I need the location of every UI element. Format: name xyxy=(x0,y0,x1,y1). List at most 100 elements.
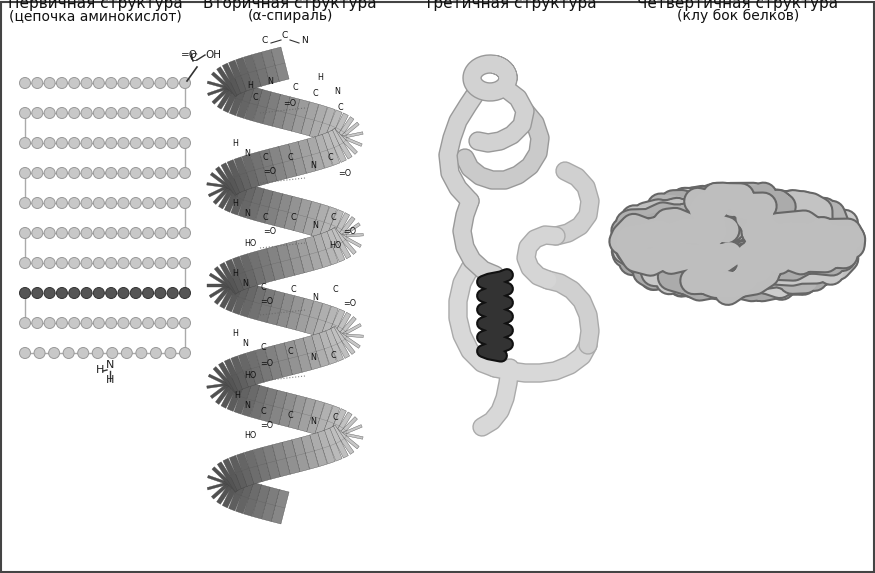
Text: HO: HO xyxy=(244,430,256,439)
Polygon shape xyxy=(210,376,238,399)
Polygon shape xyxy=(219,178,240,209)
Polygon shape xyxy=(248,251,266,285)
Text: =O: =O xyxy=(284,99,297,108)
Polygon shape xyxy=(222,476,242,508)
Polygon shape xyxy=(269,390,287,425)
Circle shape xyxy=(118,198,129,209)
Circle shape xyxy=(106,138,116,148)
Polygon shape xyxy=(212,72,238,96)
Polygon shape xyxy=(276,293,295,328)
Polygon shape xyxy=(332,417,358,443)
Circle shape xyxy=(143,167,154,179)
Polygon shape xyxy=(298,398,316,432)
Circle shape xyxy=(143,77,154,88)
Polygon shape xyxy=(214,266,238,295)
Circle shape xyxy=(167,317,178,328)
Text: Вторичная структура: Вторичная структура xyxy=(203,0,377,11)
Text: C: C xyxy=(260,406,266,415)
Polygon shape xyxy=(209,278,239,298)
Polygon shape xyxy=(257,249,276,283)
Polygon shape xyxy=(231,356,249,389)
Polygon shape xyxy=(262,49,279,84)
Polygon shape xyxy=(317,107,335,141)
Circle shape xyxy=(118,77,129,88)
Polygon shape xyxy=(217,79,239,109)
Circle shape xyxy=(155,167,166,179)
Circle shape xyxy=(118,288,129,299)
Circle shape xyxy=(179,288,191,299)
Text: C: C xyxy=(330,351,336,359)
Circle shape xyxy=(179,227,191,238)
Polygon shape xyxy=(327,409,346,441)
Circle shape xyxy=(143,198,154,209)
Text: H: H xyxy=(96,365,104,375)
Circle shape xyxy=(118,257,129,269)
Polygon shape xyxy=(329,213,350,244)
Polygon shape xyxy=(250,385,268,419)
Circle shape xyxy=(44,77,55,88)
Circle shape xyxy=(19,77,31,88)
Text: C: C xyxy=(260,284,266,292)
Polygon shape xyxy=(286,241,304,276)
Polygon shape xyxy=(271,47,289,81)
Polygon shape xyxy=(238,353,256,387)
Polygon shape xyxy=(221,163,241,194)
Text: N: N xyxy=(242,339,248,347)
Circle shape xyxy=(179,167,191,179)
Circle shape xyxy=(69,108,80,119)
Text: C: C xyxy=(290,285,296,295)
Polygon shape xyxy=(332,223,360,244)
Text: N: N xyxy=(106,360,114,370)
Polygon shape xyxy=(223,80,242,113)
Polygon shape xyxy=(289,142,306,176)
Polygon shape xyxy=(217,66,239,96)
Text: C: C xyxy=(262,36,268,45)
Polygon shape xyxy=(331,128,352,159)
Polygon shape xyxy=(272,442,290,477)
Circle shape xyxy=(56,108,67,119)
Polygon shape xyxy=(254,89,271,124)
Circle shape xyxy=(19,288,31,299)
Circle shape xyxy=(130,227,141,238)
Circle shape xyxy=(155,227,166,238)
Circle shape xyxy=(150,347,161,359)
Polygon shape xyxy=(234,380,252,414)
Circle shape xyxy=(118,317,129,328)
Polygon shape xyxy=(332,217,355,245)
Polygon shape xyxy=(330,233,363,238)
Polygon shape xyxy=(214,367,238,393)
Polygon shape xyxy=(301,102,318,136)
Polygon shape xyxy=(313,234,331,268)
Text: N: N xyxy=(242,278,248,288)
Text: C: C xyxy=(327,154,332,163)
Polygon shape xyxy=(331,229,361,248)
Polygon shape xyxy=(272,95,290,129)
Polygon shape xyxy=(284,196,302,230)
Polygon shape xyxy=(298,139,316,174)
Circle shape xyxy=(44,288,55,299)
Circle shape xyxy=(136,347,147,359)
Polygon shape xyxy=(269,147,287,181)
Circle shape xyxy=(56,77,67,88)
Circle shape xyxy=(94,257,104,269)
Circle shape xyxy=(49,347,60,359)
Circle shape xyxy=(118,167,129,179)
Polygon shape xyxy=(247,351,264,384)
Polygon shape xyxy=(217,474,239,504)
Polygon shape xyxy=(326,309,345,342)
Text: HO: HO xyxy=(329,241,341,249)
Polygon shape xyxy=(325,329,344,362)
Polygon shape xyxy=(217,462,239,492)
Text: N: N xyxy=(334,87,340,96)
Polygon shape xyxy=(247,186,264,221)
Circle shape xyxy=(106,198,116,209)
Polygon shape xyxy=(279,144,297,178)
Circle shape xyxy=(106,257,116,269)
Circle shape xyxy=(143,138,154,148)
Circle shape xyxy=(56,138,67,148)
Polygon shape xyxy=(214,276,238,304)
Polygon shape xyxy=(224,180,243,212)
Text: =O: =O xyxy=(343,226,357,236)
Text: N: N xyxy=(310,417,316,426)
Polygon shape xyxy=(235,480,254,513)
